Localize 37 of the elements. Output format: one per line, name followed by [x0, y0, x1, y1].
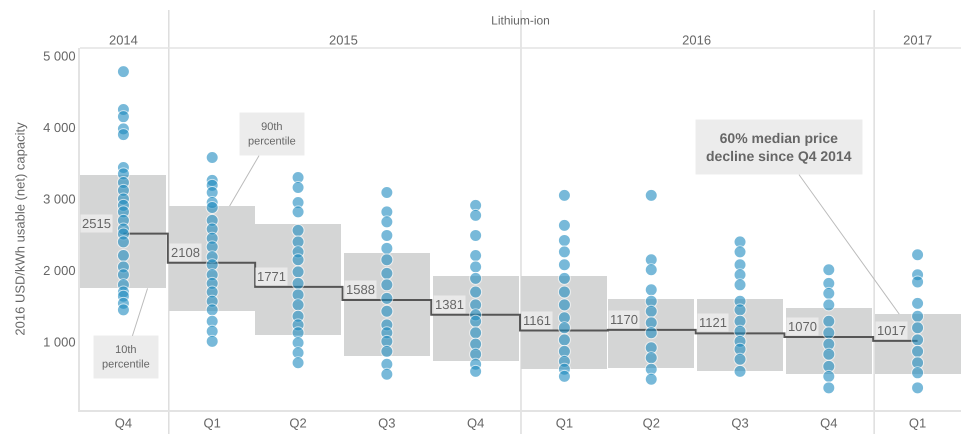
y-tick-label: 2 000 [43, 263, 76, 278]
x-tick-label: Q3 [378, 415, 396, 430]
bar [697, 299, 783, 371]
x-tick-label: Q1 [204, 415, 221, 430]
data-label: 1017 [877, 323, 906, 338]
data-label: 1121 [699, 315, 727, 330]
data-label: 1771 [257, 269, 286, 284]
x-tick-label: Q2 [289, 415, 307, 430]
x-tick-label: Q3 [731, 415, 749, 430]
data-label: 1170 [610, 312, 638, 327]
x-tick-label: Q1 [556, 415, 574, 430]
x2-tick-label: 2017 [903, 32, 932, 48]
data-label: 1381 [435, 297, 464, 312]
x2-tick-label: 2016 [682, 32, 712, 48]
data-label: 1070 [788, 319, 817, 334]
x-tick-label: Q2 [642, 415, 660, 430]
bar [80, 175, 166, 288]
data-label: 2515 [82, 216, 111, 231]
data-label: 2108 [171, 245, 200, 260]
y-tick-label: 3 000 [43, 192, 76, 206]
data-label: 1588 [346, 282, 375, 297]
annotation: 10th percentile [102, 344, 150, 370]
data-label: 1161 [523, 313, 551, 328]
x2-tick-label: 2014 [108, 32, 138, 48]
y-tick-label: 5 000 [43, 48, 76, 64]
x-tick-label: Q4 [820, 415, 838, 430]
x-tick-label: Q1 [908, 415, 926, 430]
y-axis-title: 2016 USD/kWh usable (net) capacity [12, 122, 28, 336]
x2-tick-label: 2015 [328, 32, 358, 48]
x-tick-label: Q4 [114, 415, 132, 430]
x2-axis-title: Lithium-ion [491, 14, 550, 28]
annotation: 60% median price decline since Q4 2014 [706, 130, 852, 164]
bar [344, 253, 430, 356]
y-tick-label: 1 000 [43, 334, 76, 350]
y-tick-label: 4 000 [43, 120, 76, 135]
x-tick-label: Q4 [466, 415, 484, 430]
annotation: 90th percentile [248, 121, 296, 148]
